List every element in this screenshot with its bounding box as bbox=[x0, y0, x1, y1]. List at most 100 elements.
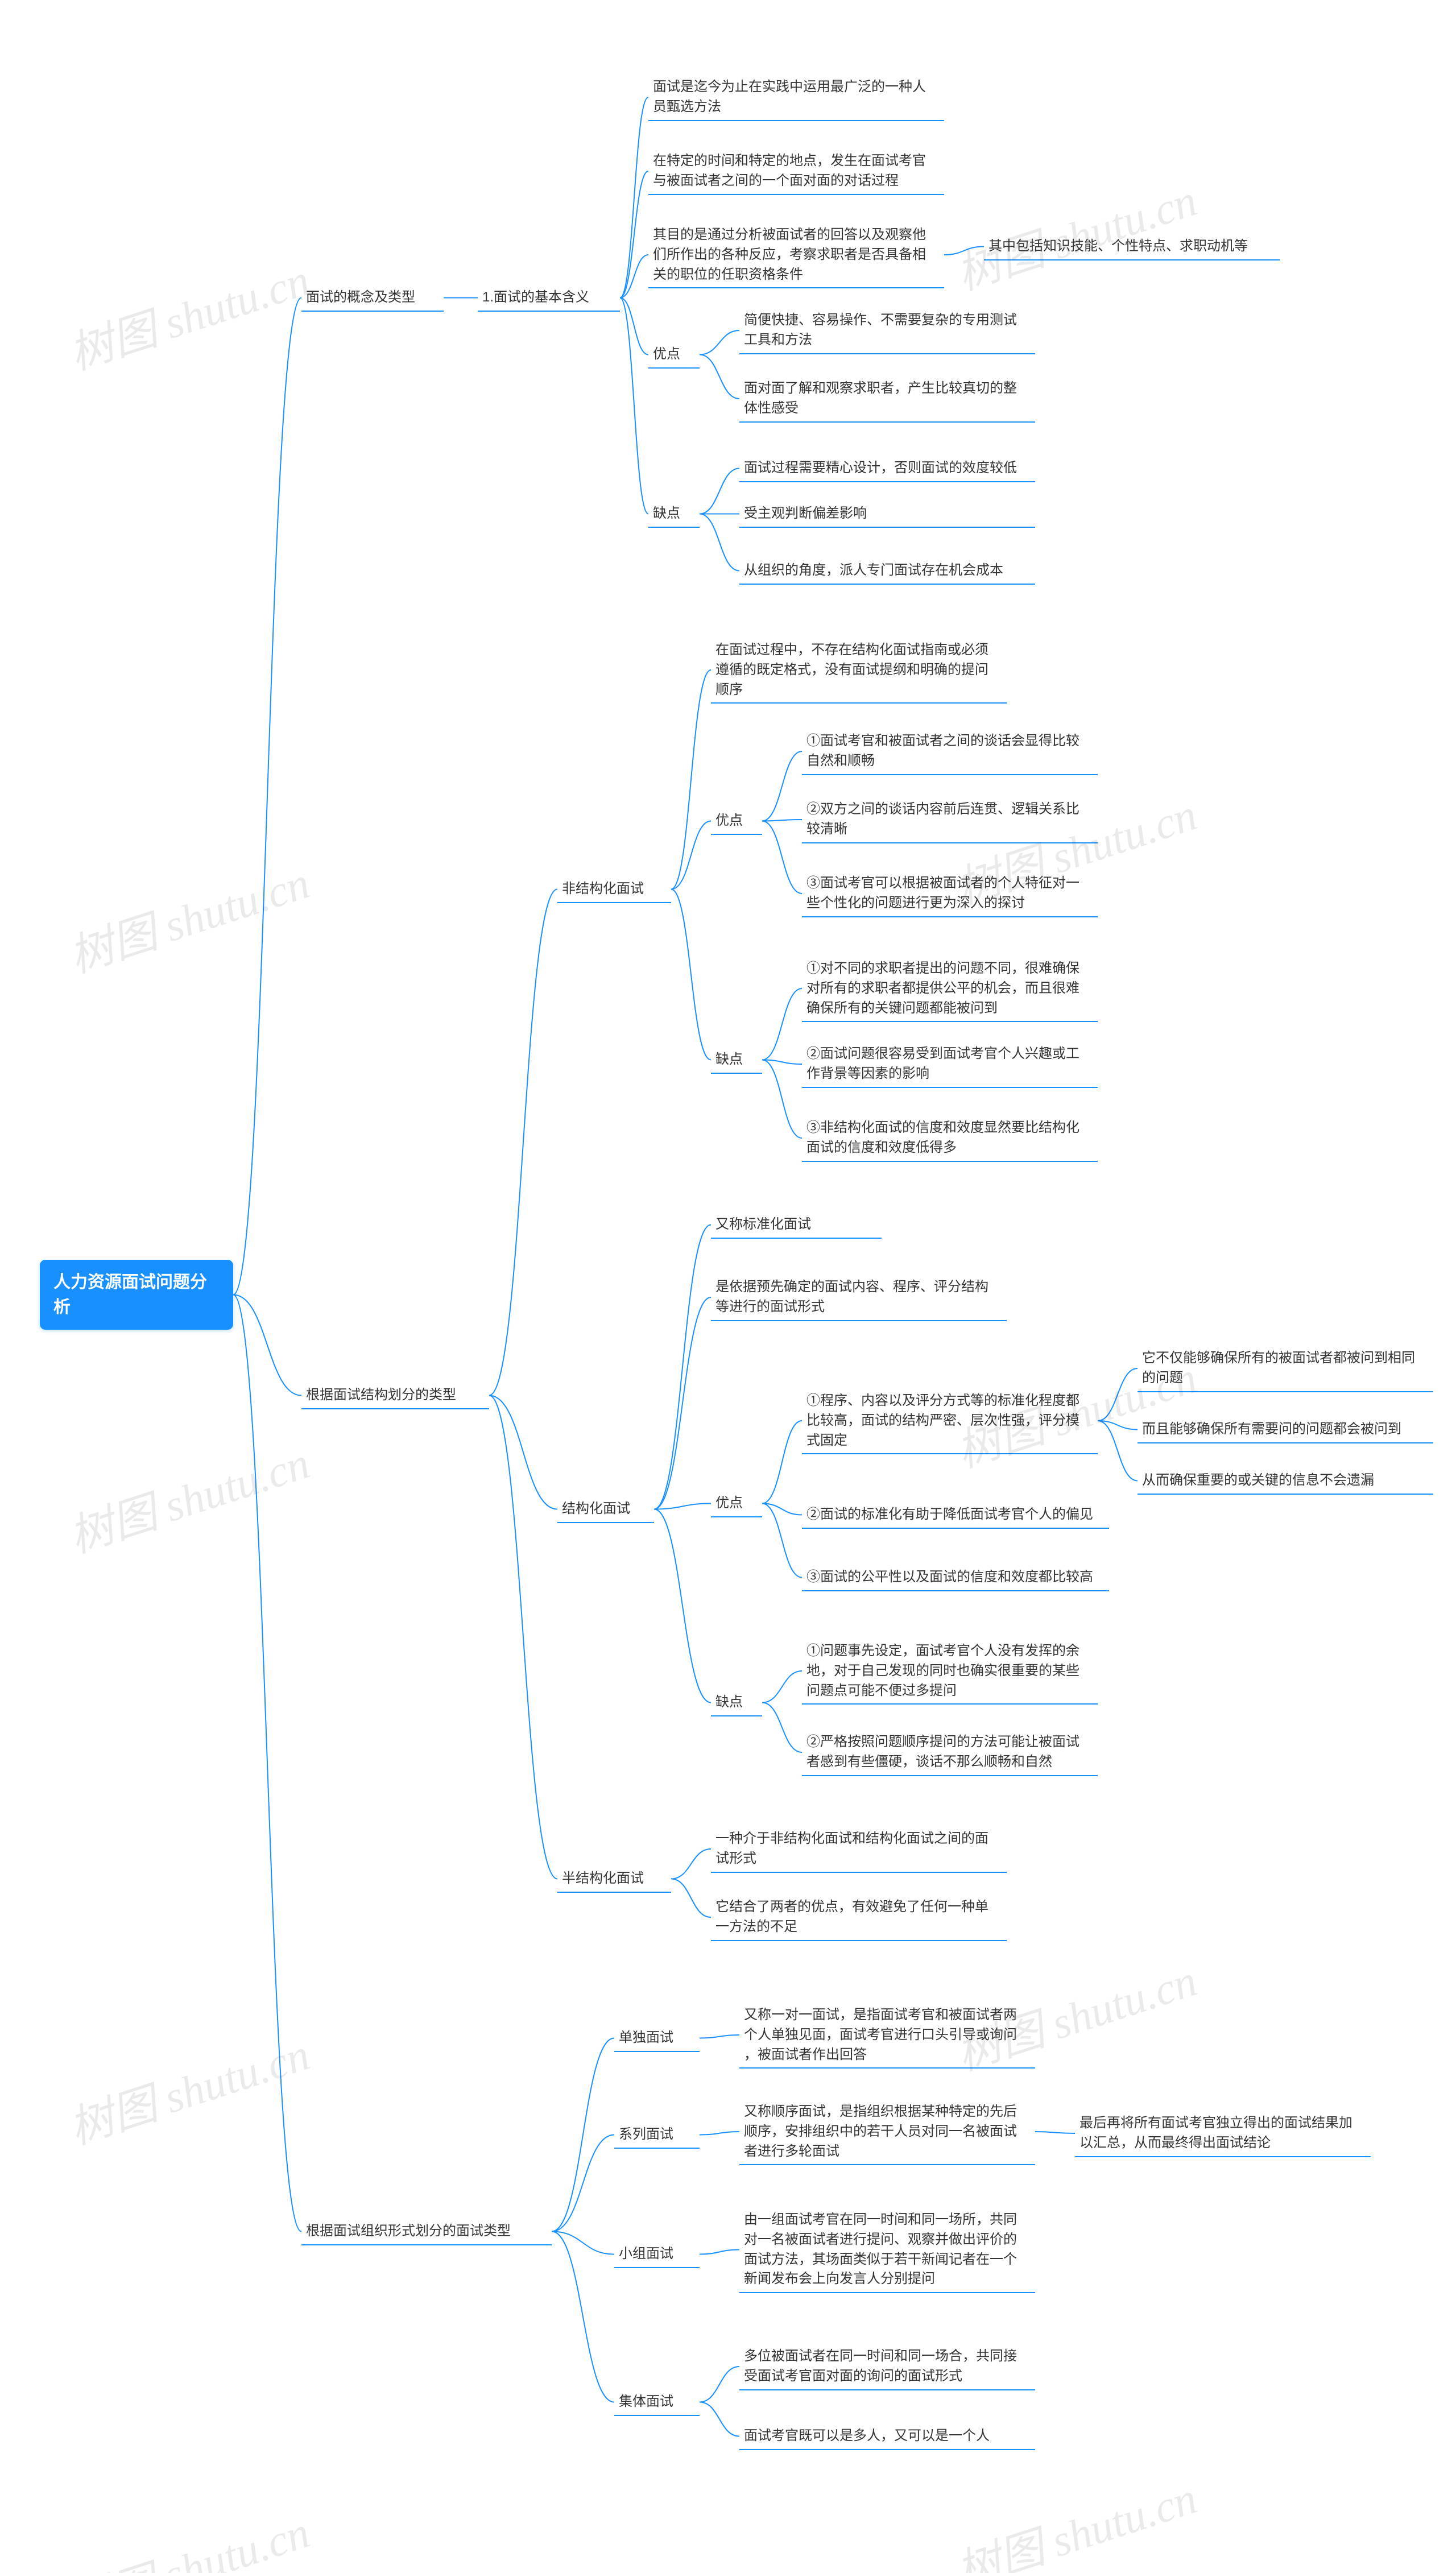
mindmap-node[interactable]: 结构化面试 bbox=[557, 1496, 654, 1523]
edge bbox=[1098, 1421, 1138, 1481]
mindmap-node[interactable]: ②面试问题很容易受到面试考官个人兴趣或工 作背景等因素的影响 bbox=[802, 1041, 1098, 1087]
mindmap-node[interactable]: ②双方之间的谈话内容前后连贯、逻辑关系比 较清晰 bbox=[802, 796, 1098, 843]
edge bbox=[552, 2232, 614, 2255]
mindmap-node[interactable]: 又称标准化面试 bbox=[711, 1211, 882, 1238]
edge bbox=[654, 1504, 711, 1509]
mindmap-node[interactable]: 其中包括知识技能、个性特点、求职动机等 bbox=[984, 233, 1280, 260]
mindmap-node[interactable]: 受主观判断偏差影响 bbox=[739, 500, 1035, 527]
mindmap-node[interactable]: 又称一对一面试，是指面试考官和被面试者两 个人单独见面，面试考官进行口头引导或询… bbox=[739, 2002, 1035, 2068]
mindmap-node[interactable]: 最后再将所有面试考官独立得出的面试结果加 以汇总，从而最终得出面试结论 bbox=[1075, 2110, 1371, 2157]
watermark: 树图 shutu.cn bbox=[60, 2497, 316, 2573]
mindmap-node[interactable]: ③面试考官可以根据被面试者的个人特征对一 些个性化的问题进行更为深入的探讨 bbox=[802, 870, 1098, 917]
edge bbox=[552, 2038, 614, 2232]
edge bbox=[762, 1703, 802, 1753]
edge bbox=[654, 1225, 711, 1509]
edge bbox=[700, 2132, 739, 2135]
mindmap-node[interactable]: 而且能够确保所有需要问的问题都会被问到 bbox=[1138, 1416, 1433, 1443]
mindmap-node[interactable]: 从组织的角度，派人专门面试存在机会成本 bbox=[739, 557, 1035, 584]
watermark: 树图 shutu.cn bbox=[947, 2463, 1203, 2573]
edge bbox=[671, 1879, 711, 1918]
mindmap-node[interactable]: 它结合了两者的优点，有效避免了任何一种单 一方法的不足 bbox=[711, 1894, 1007, 1941]
mindmap-node[interactable]: 在面试过程中，不存在结构化面试指南或必须 遵循的既定格式，没有面试提纲和明确的提… bbox=[711, 637, 1007, 703]
mindmap-node[interactable]: 缺点 bbox=[648, 500, 700, 527]
root-node[interactable]: 人力资源面试问题分析 bbox=[40, 1260, 233, 1330]
mindmap-node[interactable]: 优点 bbox=[711, 1490, 762, 1517]
edge bbox=[671, 890, 711, 1060]
mindmap-node[interactable]: 面对面了解和观察求职者，产生比较真切的整 体性感受 bbox=[739, 375, 1035, 422]
mindmap-canvas: 树图 shutu.cn 树图 shutu.cn 树图 shutu.cn 树图 shut… bbox=[0, 0, 1456, 2573]
edge bbox=[1098, 1368, 1138, 1421]
edge bbox=[620, 298, 648, 514]
edge bbox=[762, 820, 802, 821]
mindmap-node[interactable]: 小组面试 bbox=[614, 2241, 700, 2268]
edge bbox=[620, 298, 648, 355]
edge bbox=[700, 2402, 739, 2437]
mindmap-node[interactable]: ③面试的公平性以及面试的信度和效度都比较高 bbox=[802, 1564, 1109, 1591]
mindmap-node[interactable]: 面试过程需要精心设计，否则面试的效度较低 bbox=[739, 455, 1035, 482]
mindmap-node[interactable]: ②严格按照问题顺序提问的方法可能让被面试 者感到有些僵硬，谈话不那么顺畅和自然 bbox=[802, 1729, 1098, 1776]
edge bbox=[700, 355, 739, 399]
edge bbox=[762, 988, 802, 1060]
watermark: 树图 shutu.cn bbox=[60, 2019, 316, 2157]
watermark: 树图 shutu.cn bbox=[60, 847, 316, 985]
edge bbox=[620, 255, 648, 298]
edge bbox=[620, 171, 648, 298]
mindmap-node[interactable]: 集体面试 bbox=[614, 2389, 700, 2415]
mindmap-node[interactable]: 由一组面试考官在同一时间和同一场所，共同 对一名被面试者进行提问、观察并做出评价… bbox=[739, 2207, 1035, 2293]
watermark: 树图 shutu.cn bbox=[60, 1428, 316, 1565]
mindmap-node[interactable]: ①程序、内容以及评分方式等的标准化程度都 比较高，面试的结构严密、层次性强，评分… bbox=[802, 1388, 1098, 1454]
mindmap-node[interactable]: ①面试考官和被面试者之间的谈话会显得比较 自然和顺畅 bbox=[802, 728, 1098, 775]
mindmap-node[interactable]: 系列面试 bbox=[614, 2121, 700, 2148]
edge bbox=[700, 514, 739, 571]
mindmap-node[interactable]: 1.面试的基本含义 bbox=[478, 284, 620, 311]
mindmap-node[interactable]: 根据面试结构划分的类型 bbox=[301, 1382, 489, 1409]
mindmap-node[interactable]: 半结构化面试 bbox=[557, 1865, 671, 1892]
mindmap-node[interactable]: 在特定的时间和特定的地点，发生在面试考官 与被面试者之间的一个面对面的对话过程 bbox=[648, 148, 944, 195]
mindmap-node[interactable]: 根据面试组织形式划分的面试类型 bbox=[301, 2218, 552, 2245]
edge bbox=[489, 1396, 557, 1879]
mindmap-node[interactable]: 非结构化面试 bbox=[557, 876, 671, 903]
mindmap-node[interactable]: 缺点 bbox=[711, 1046, 762, 1073]
mindmap-node[interactable]: 面试考官既可以是多人，又可以是一个人 bbox=[739, 2423, 1035, 2450]
edge bbox=[700, 469, 739, 514]
watermark: 树图 shutu.cn bbox=[60, 245, 316, 382]
edge bbox=[762, 1504, 802, 1578]
mindmap-node[interactable]: 它不仅能够确保所有的被面试者都被问到相同 的问题 bbox=[1138, 1345, 1433, 1392]
mindmap-node[interactable]: 一种介于非结构化面试和结构化面试之间的面 试形式 bbox=[711, 1826, 1007, 1872]
mindmap-node[interactable]: 缺点 bbox=[711, 1689, 762, 1716]
mindmap-node[interactable]: 面试是迄今为止在实践中运用最广泛的一种人 员甄选方法 bbox=[648, 74, 944, 121]
edge bbox=[620, 97, 648, 298]
edge bbox=[762, 1504, 802, 1515]
edge bbox=[552, 2232, 614, 2402]
mindmap-node[interactable]: 简便快捷、容易操作、不需要复杂的专用测试 工具和方法 bbox=[739, 307, 1035, 354]
edge bbox=[1035, 2132, 1075, 2133]
edge bbox=[489, 890, 557, 1396]
edge bbox=[700, 2035, 739, 2038]
mindmap-node[interactable]: 优点 bbox=[711, 808, 762, 834]
edge bbox=[654, 1509, 711, 1703]
edge bbox=[654, 1297, 711, 1509]
edge bbox=[700, 330, 739, 355]
edge bbox=[233, 298, 301, 1295]
mindmap-node[interactable]: 从而确保重要的或关键的信息不会遗漏 bbox=[1138, 1467, 1433, 1494]
edge bbox=[1098, 1421, 1138, 1430]
mindmap-node[interactable]: 面试的概念及类型 bbox=[301, 284, 444, 311]
edge bbox=[762, 1421, 802, 1504]
edge bbox=[233, 1295, 301, 1396]
edge bbox=[233, 1295, 301, 2232]
mindmap-node[interactable]: ①问题事先设定，面试考官个人没有发挥的余 地，对于自己发现的同时也确实很重要的某… bbox=[802, 1638, 1098, 1704]
mindmap-node[interactable]: 多位被面试者在同一时间和同一场合，共同接 受面试考官面对面的询问的面试形式 bbox=[739, 2343, 1035, 2390]
mindmap-node[interactable]: 其目的是通过分析被面试者的回答以及观察他 们所作出的各种反应，考察求职者是否具备… bbox=[648, 222, 944, 288]
edge bbox=[671, 821, 711, 890]
mindmap-node[interactable]: ②面试的标准化有助于降低面试考官个人的偏见 bbox=[802, 1501, 1109, 1528]
mindmap-node[interactable]: 优点 bbox=[648, 341, 700, 368]
edge bbox=[671, 1849, 711, 1879]
edge bbox=[700, 2250, 739, 2255]
mindmap-node[interactable]: 是依据预先确定的面试内容、程序、评分结构 等进行的面试形式 bbox=[711, 1274, 1007, 1321]
edge bbox=[762, 1060, 802, 1139]
mindmap-node[interactable]: ③非结构化面试的信度和效度显然要比结构化 面试的信度和效度低得多 bbox=[802, 1115, 1098, 1161]
edge bbox=[552, 2135, 614, 2232]
mindmap-node[interactable]: 又称顺序面试，是指组织根据某种特定的先后 顺序，安排组织中的若干人员对同一名被面… bbox=[739, 2099, 1035, 2165]
mindmap-node[interactable]: 单独面试 bbox=[614, 2025, 700, 2051]
mindmap-node[interactable]: ①对不同的求职者提出的问题不同，很难确保 对所有的求职者都提供公平的机会，而且很… bbox=[802, 955, 1098, 1021]
